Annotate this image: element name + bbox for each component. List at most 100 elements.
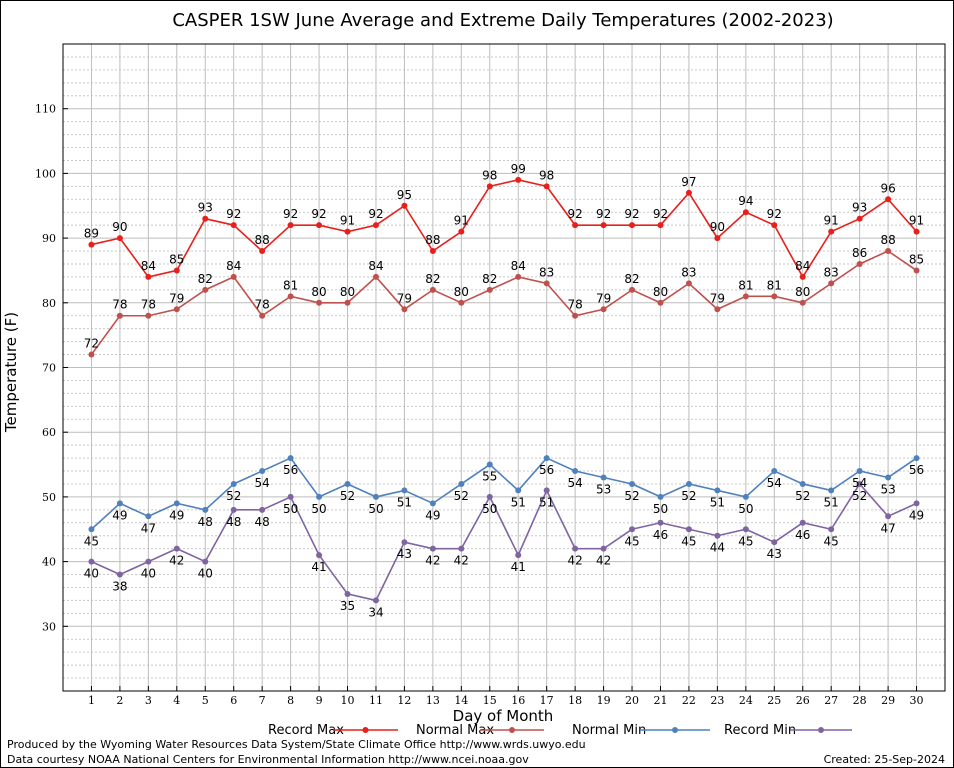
data-label-normal-max: 81 — [738, 278, 753, 292]
data-point-normal-min — [885, 474, 892, 481]
data-point-normal-max — [259, 312, 266, 319]
data-point-record-min — [173, 545, 180, 552]
data-point-record-min — [401, 539, 408, 546]
chart-title: CASPER 1SW June Average and Extreme Dail… — [172, 10, 833, 31]
data-label-record-min: 42 — [567, 554, 582, 568]
data-point-record-max — [344, 228, 351, 235]
data-label-record-max: 88 — [425, 233, 440, 247]
data-point-normal-max — [714, 306, 721, 313]
data-point-record-min — [344, 590, 351, 597]
data-point-normal-min — [116, 500, 123, 507]
data-label-normal-max: 79 — [397, 291, 412, 305]
data-label-record-max: 84 — [141, 259, 156, 273]
data-label-record-max: 85 — [169, 252, 184, 266]
data-point-normal-min — [372, 493, 379, 500]
data-label-record-max: 91 — [454, 214, 469, 228]
legend-marker-normal-max — [509, 727, 515, 733]
data-label-normal-min: 53 — [596, 482, 611, 496]
x-tick-label: 16 — [511, 694, 525, 707]
data-point-normal-max — [401, 306, 408, 313]
data-point-record-max — [572, 222, 579, 229]
series-line-record-max — [91, 179, 918, 279]
x-axis-title: Day of Month — [453, 707, 554, 725]
data-label-normal-max: 78 — [141, 298, 156, 312]
data-point-normal-max — [885, 248, 892, 255]
data-point-normal-min — [771, 468, 778, 475]
data-point-normal-min — [173, 500, 180, 507]
y-tick-label: 50 — [42, 491, 56, 504]
y-tick-label: 30 — [42, 620, 56, 633]
data-point-normal-min — [629, 480, 636, 487]
footer-courtesy: Data courtesy NOAA National Centers for … — [7, 753, 529, 766]
data-point-normal-min — [856, 468, 863, 475]
y-axis-title: Temperature (F) — [2, 312, 20, 433]
x-tick-label: 2 — [116, 694, 123, 707]
x-tick-label: 15 — [483, 694, 497, 707]
data-point-record-max — [372, 222, 379, 229]
data-label-normal-max: 84 — [368, 259, 383, 273]
data-point-record-max — [88, 241, 95, 248]
data-label-record-min: 43 — [767, 547, 782, 561]
data-label-record-max: 88 — [255, 233, 270, 247]
x-tick-label: 29 — [881, 694, 895, 707]
data-label-normal-min: 53 — [880, 482, 895, 496]
data-point-record-max — [230, 222, 237, 229]
legend-marker-record-min — [818, 727, 824, 733]
data-point-normal-min — [714, 487, 721, 494]
data-label-normal-max: 83 — [539, 265, 554, 279]
data-label-record-max: 98 — [539, 168, 554, 182]
data-label-normal-min: 52 — [681, 489, 696, 503]
data-label-normal-min: 54 — [567, 476, 582, 490]
y-tick-label: 100 — [35, 167, 56, 180]
data-point-normal-max — [629, 286, 636, 293]
data-point-normal-max — [88, 351, 95, 358]
data-label-normal-min: 55 — [482, 470, 497, 484]
data-label-normal-min: 52 — [795, 489, 810, 503]
y-tick-label: 110 — [35, 103, 56, 116]
data-point-record-min — [572, 545, 579, 552]
legend-marker-record-max — [362, 727, 369, 733]
data-label-record-max: 91 — [340, 214, 355, 228]
data-point-record-min — [202, 558, 209, 565]
legend-label-record-max: Record Max — [268, 723, 344, 738]
data-point-normal-max — [173, 306, 180, 313]
data-label-record-max: 89 — [84, 227, 99, 241]
data-label-record-max: 92 — [368, 207, 383, 221]
data-label-record-max: 91 — [909, 214, 924, 228]
data-label-normal-max: 78 — [112, 298, 127, 312]
data-point-normal-max — [145, 312, 152, 319]
data-label-normal-min: 45 — [84, 534, 99, 548]
data-point-normal-min — [543, 455, 550, 462]
data-label-record-min: 49 — [909, 508, 924, 522]
data-point-record-min — [458, 545, 465, 552]
data-label-record-max: 90 — [112, 220, 127, 234]
data-point-record-max — [287, 222, 294, 229]
x-tick-label: 18 — [568, 694, 582, 707]
data-point-normal-min — [913, 455, 920, 462]
data-label-normal-min: 56 — [909, 463, 924, 477]
data-point-record-min — [515, 552, 522, 559]
data-label-normal-max: 72 — [84, 337, 99, 351]
data-point-normal-max — [828, 280, 835, 287]
data-label-record-max: 97 — [681, 175, 696, 189]
x-tick-label: 17 — [540, 694, 554, 707]
x-tick-label: 14 — [454, 694, 468, 707]
data-point-normal-min — [88, 526, 95, 533]
data-point-normal-min — [344, 480, 351, 487]
x-tick-label: 22 — [682, 694, 696, 707]
data-point-normal-min — [458, 480, 465, 487]
data-point-record-min — [600, 545, 607, 552]
data-point-record-min — [372, 597, 379, 604]
data-point-record-min — [287, 493, 294, 500]
data-point-normal-min — [230, 480, 237, 487]
data-point-normal-max — [742, 293, 749, 300]
data-label-record-min: 45 — [624, 534, 639, 548]
data-label-normal-max: 82 — [198, 272, 213, 286]
data-label-record-min: 42 — [425, 554, 440, 568]
data-point-normal-min — [145, 513, 152, 520]
data-label-record-min: 38 — [112, 580, 127, 594]
series-layer — [88, 176, 920, 604]
data-label-normal-max: 82 — [624, 272, 639, 286]
